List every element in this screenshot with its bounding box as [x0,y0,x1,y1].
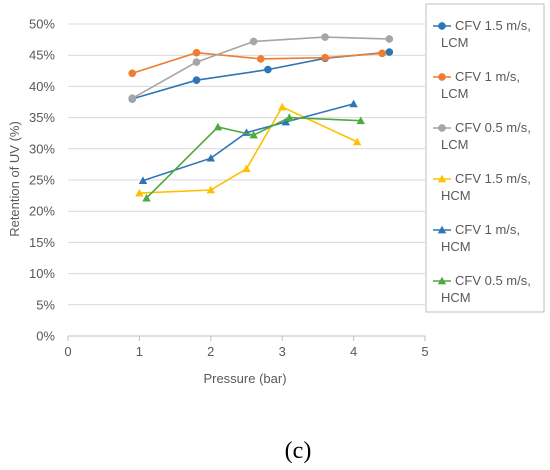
y-tick-label: 20% [29,204,55,219]
data-point [285,113,294,121]
legend-box [425,3,545,313]
y-tick-label: 40% [29,79,55,94]
legend-label: CFV 1.5 m/s, LCM [441,18,531,50]
series-line [132,51,383,75]
y-tick-label: 5% [36,297,55,312]
legend-item: CFV 1 m/s, LCM [433,69,520,101]
data-point [256,55,265,63]
data-point [378,49,387,58]
legend-label: CFV 0.5 m/s, LCM [441,120,531,152]
data-point [356,116,365,125]
legend-swatch-marker [437,174,447,183]
y-tick-label: 15% [29,235,55,250]
y-tick-label: 35% [29,110,55,125]
y-tick-label: 45% [29,48,55,63]
series-group [128,33,394,202]
legend: CFV 1.5 m/s, LCM CFV 1 m/s, LCM CFV 0.5 m/s,… [425,3,545,313]
series-6 [142,113,365,202]
data-point [138,176,148,184]
legend-label: CFV 1.5 m/s, HCM [441,171,531,203]
legend-item: CFV 1 m/s, HCM [433,222,520,254]
tick-labels: 0% 5% 10% 15% 20% 25% 30% 35% 40% 45% 50% 0 1 2 3 4 5 [29,17,429,360]
x-tick-label: 3 [279,344,286,359]
y-tick-label: 10% [29,266,55,281]
data-point [385,35,394,43]
data-point [128,69,137,78]
y-tick-label: 50% [29,17,55,32]
x-tick-label: 0 [64,344,71,359]
legend-swatch-marker [438,124,446,132]
data-point [385,48,394,56]
legend-item: CFV 1.5 m/s, LCM [433,18,531,50]
data-point [192,76,201,85]
series-line [131,36,390,99]
data-point [206,153,215,162]
legend-swatch-marker [437,225,447,234]
data-point [278,102,287,111]
data-point [249,37,258,46]
x-tick-label: 5 [421,344,428,359]
y-axis-title: Retention of UV (%) [7,121,22,237]
x-tick-label: 4 [350,344,357,359]
data-point [142,193,151,202]
series-2 [128,48,387,78]
data-point [281,117,290,126]
figure-caption: (c) [285,438,312,464]
data-point [321,53,329,62]
x-axis-title: Pressure (bar) [203,371,286,386]
y-tick-label: 0% [36,329,55,344]
x-tick-label: 1 [136,344,143,359]
x-tick-label: 2 [207,344,214,359]
data-point [128,94,137,103]
y-tick-label: 30% [29,141,55,156]
legend-label: CFV 1 m/s, HCM [441,222,520,254]
series-5 [138,99,358,184]
data-point [352,137,362,146]
series-3 [128,33,394,103]
data-point [135,188,144,197]
legend-label: CFV 0.5 m/s, HCM [441,273,531,305]
legend-item: CFV 0.5 m/s, LCM [433,120,531,152]
grid [68,23,425,306]
data-point [242,164,251,173]
data-point [249,130,258,139]
data-point [192,48,201,57]
legend-swatch-marker [438,73,446,81]
series-4 [135,102,362,197]
data-point [192,58,201,66]
data-point [321,33,329,41]
legend-item: CFV 0.5 m/s, HCM [433,273,531,305]
legend-swatch-marker [437,276,447,285]
legend-swatch-marker [438,22,446,30]
data-point [206,185,215,194]
legend-item: CFV 1.5 m/s, HCM [433,171,531,203]
axes [67,335,426,341]
legend-label: CFV 1 m/s, LCM [441,69,520,101]
data-point [213,122,223,131]
data-point [349,99,358,108]
data-point [264,65,272,74]
y-tick-label: 25% [29,173,55,188]
